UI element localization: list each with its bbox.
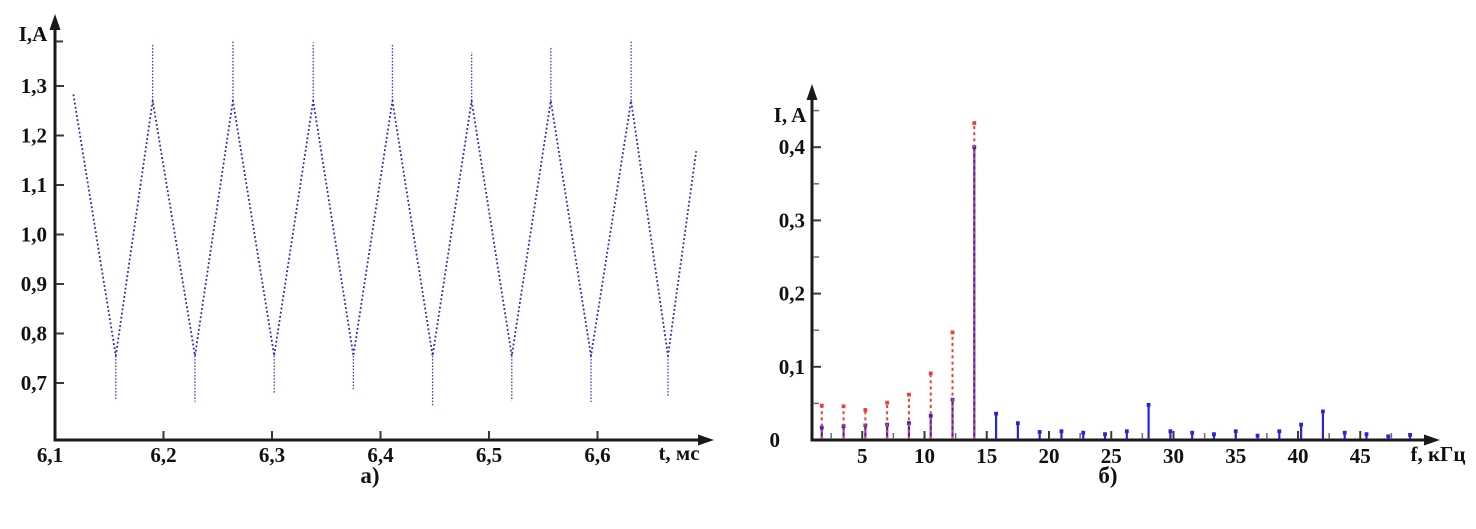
waveform-line — [72, 94, 698, 357]
x-tick-label: 6,2 — [150, 443, 176, 467]
harmonic-bar-blue-marker — [1277, 429, 1282, 434]
x-axis-arrow-icon — [698, 434, 714, 446]
harmonic-bar-blue-marker — [1037, 430, 1042, 434]
harmonic-bar-blue-marker — [1299, 422, 1304, 427]
harmonic-bar-red-marker — [928, 371, 933, 376]
y-tick-label: 0,8 — [21, 322, 47, 346]
time-waveform-chart: 0,70,80,91,01,11,21,36,2 6,3 6,4 6,5 6,66,1I… — [19, 14, 714, 467]
x-tick-label: 15 — [976, 444, 997, 468]
harmonic-bar-blue-marker — [1124, 429, 1129, 434]
harmonic-bar-blue-marker — [928, 413, 933, 418]
harmonic-bar-red-marker — [841, 404, 846, 409]
panel-b-caption: б) — [1098, 463, 1118, 488]
harmonic-bar-blue-marker — [1015, 421, 1020, 426]
axis-labels: I, A f, кГц — [774, 103, 1466, 466]
harmonic-bar-blue-marker — [1146, 402, 1151, 407]
panel-a-time-waveform: 0,7 0,8 0,9 1,0 1,1 1,2 1,3 6,2 6,3 6,4 6,5 6,6 6,1 I… — [19, 14, 714, 488]
harmonic-bar-blue-marker — [1255, 433, 1260, 438]
x-tick-label: 6,3 — [259, 443, 285, 467]
x-tick-label: 35 — [1225, 444, 1246, 468]
harmonic-bar-blue-marker — [1233, 429, 1238, 434]
panel-a-caption: а) — [360, 463, 380, 488]
y-tick-label: 0,3 — [779, 208, 805, 232]
harmonic-bar-blue-marker — [994, 411, 998, 416]
y-tick-label: 0,9 — [21, 272, 47, 296]
harmonic-bar-blue-marker — [1059, 429, 1064, 434]
current-spectrum-chart: 0,1 0,2 0,3 0,4 0 5 10 15 20 25 30 35 40 45 I, A f, кГц — [770, 84, 1466, 468]
panel-b-spectrum: 0,1 0,2 0,3 0,4 0 5 10 15 20 25 30 35 40 45 I, A f, кГц… — [740, 0, 1476, 529]
y-axis-arrow-icon — [49, 14, 61, 30]
harmonic-bar-blue-marker — [907, 421, 911, 426]
y-zero-label: 0 — [770, 428, 781, 452]
x-tick-label: 25 — [1101, 444, 1122, 468]
harmonic-bar-blue-marker — [1212, 432, 1216, 437]
y-tick-label: 0,1 — [779, 355, 805, 379]
x-tick-label: 45 — [1350, 444, 1371, 468]
harmonic-bar-blue-marker — [1168, 429, 1173, 434]
y-tick-label: 0,7 — [21, 371, 47, 395]
harmonic-bar-red-marker — [863, 408, 868, 412]
harmonic-bar-red-marker — [950, 330, 955, 335]
x-tick-label: 6,5 — [476, 443, 502, 467]
y-tick-label: 1,3 — [21, 74, 47, 98]
harmonic-bar-red-marker — [819, 403, 824, 408]
x-tick-label: 40 — [1288, 444, 1309, 468]
harmonic-bar-blue-marker — [1321, 409, 1325, 414]
y-tick-label: 1,2 — [21, 124, 47, 148]
harmonic-bar-blue-marker — [1386, 434, 1391, 439]
harmonic-bar-blue-marker — [1364, 432, 1369, 437]
x-tick-label: 6,4 — [367, 443, 394, 467]
x-tick-label: 30 — [1163, 444, 1184, 468]
current-waveform — [72, 41, 698, 407]
axis-ticks: 0,7 0,8 0,9 1,0 1,1 1,2 1,3 6,2 6,3 6,4 6,5 6,6 6,1 — [21, 40, 611, 467]
y-axis-label: I, A — [774, 103, 808, 127]
harmonic-bar-red-marker — [972, 121, 977, 125]
harmonic-bar-red-marker — [885, 400, 890, 405]
harmonic-bar-blue-marker — [1103, 432, 1107, 437]
x-axis-label: f, кГц — [1410, 442, 1465, 466]
x-tick-label: 20 — [1039, 444, 1060, 468]
x-tick-label: 6,6 — [584, 443, 610, 467]
y-tick-label: 0,2 — [779, 282, 805, 306]
axes — [806, 84, 1440, 446]
axis-ticks: 0,1 0,2 0,3 0,4 0 5 10 15 20 25 30 35 40 45 — [770, 109, 1393, 468]
harmonic-bar-blue-marker — [819, 425, 824, 430]
axis-labels: I,A t, мс — [19, 22, 700, 465]
harmonic-bar-red-marker — [907, 392, 911, 397]
y-tick-label: 1,0 — [21, 223, 47, 247]
y-axis-arrow-icon — [806, 84, 818, 100]
harmonic-bar-blue-marker — [1081, 430, 1086, 435]
harmonic-bar-blue-marker — [1342, 430, 1347, 435]
harmonic-bar-blue-marker — [1408, 432, 1412, 437]
x-axis-label: t, мс — [658, 441, 699, 465]
harmonic-bar-blue-marker — [1190, 430, 1195, 435]
x-origin-label: 6,1 — [37, 443, 63, 467]
y-tick-label: 1,1 — [21, 173, 47, 197]
y-axis-label: I,A — [19, 22, 48, 46]
spectrum-bars — [819, 121, 1412, 439]
x-axis-arrow-icon — [1424, 434, 1440, 446]
y-tick-label: 0,4 — [779, 135, 806, 159]
x-tick-label: 10 — [914, 444, 935, 468]
x-tick-label: 5 — [857, 444, 868, 468]
axes — [49, 14, 714, 446]
